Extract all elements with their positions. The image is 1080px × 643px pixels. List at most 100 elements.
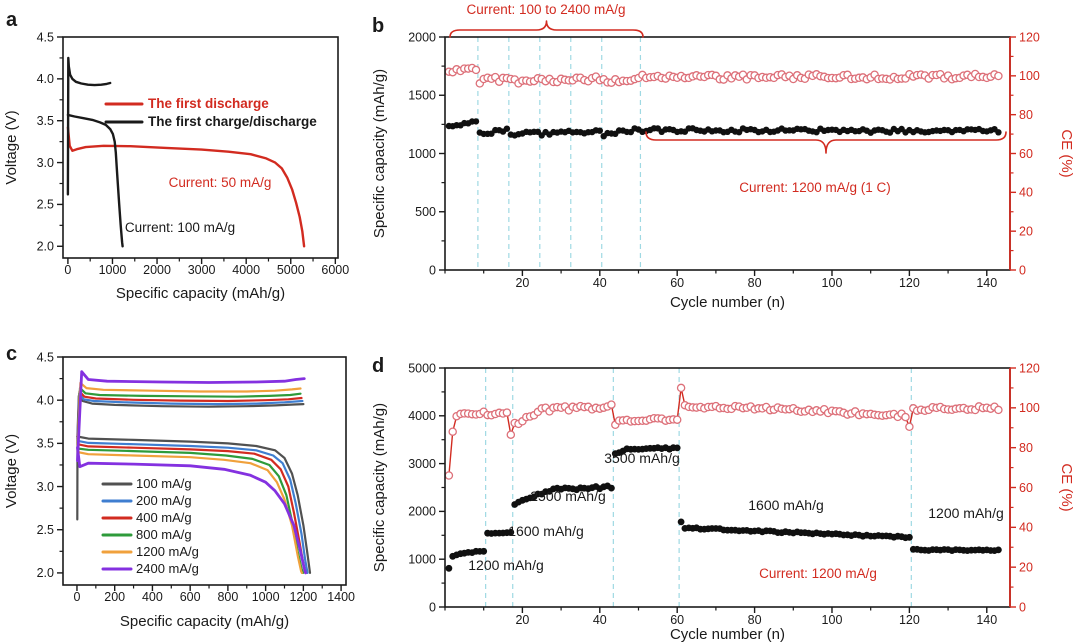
series-2400-ma-g-charge	[76, 370, 306, 462]
annotation: 3500 mAh/g	[604, 450, 680, 466]
annotation: Current: 50 mA/g	[169, 175, 272, 190]
curve	[76, 387, 302, 449]
legend: The first discharge The first charge/disc…	[104, 96, 317, 129]
x-axis-title: Specific capacity (mAh/g)	[116, 285, 285, 302]
y-tick-label: 5000	[408, 361, 436, 375]
curve	[66, 56, 112, 196]
y2-tick-label: 0	[1019, 600, 1026, 614]
curve	[76, 446, 307, 575]
legend-label: 400 mA/g	[136, 510, 192, 525]
series-400-ma-g-charge	[76, 390, 303, 445]
y-tick-label: 3000	[408, 457, 436, 471]
y-tick-label: 4.5	[37, 350, 54, 364]
data-point	[448, 427, 457, 436]
y2-axis-title: CE (%)	[1058, 129, 1075, 177]
legend-label: The first discharge	[148, 96, 269, 111]
legend-label: 2400 mA/g	[136, 561, 199, 576]
data-point	[471, 65, 481, 75]
x-tick-label: 1000	[252, 590, 280, 604]
connect-line	[448, 387, 999, 476]
y-tick-label: 3.0	[37, 156, 54, 170]
curve	[76, 381, 302, 454]
panel-letter: d	[372, 355, 384, 377]
y-tick-label: 3.0	[37, 480, 54, 494]
x-tick-label: 4000	[232, 263, 260, 277]
y2-tick-label: 80	[1019, 108, 1033, 122]
legend-label: 200 mA/g	[136, 493, 192, 508]
panel-letter: b	[372, 15, 384, 37]
y2-tick-label: 100	[1019, 401, 1040, 415]
panel-b-rate-cycling-chart: 20 40 60 80 100 120 140 Cycle number (n) 0 500 100…	[360, 0, 1080, 325]
y-axis-title: Specific capacity (mAh/g)	[371, 403, 388, 572]
panel-b-svg: 20 40 60 80 100 120 140 Cycle number (n) 0 500 100…	[371, 2, 1075, 311]
series-specific-capacity	[445, 118, 1002, 140]
legend-label: The first charge/discharge	[148, 114, 317, 129]
data-point	[994, 71, 1003, 81]
y-tick-label: 2.5	[37, 523, 54, 537]
y2-tick-label: 40	[1019, 186, 1033, 200]
x-tick-label: 120	[899, 613, 920, 627]
panel-a-svg: 0 1000 2000 3000 4000 5000 6000 Specific capaci…	[3, 9, 349, 302]
y2-tick-label: 40	[1019, 521, 1033, 535]
curve	[76, 450, 303, 574]
y-axis-title: Specific capacity (mAh/g)	[371, 69, 388, 238]
x-axis-title: Specific capacity (mAh/g)	[120, 613, 289, 630]
annotation: Current: 100 to 2400 mA/g	[466, 2, 625, 17]
series-1200-ma-g-discharge	[76, 450, 303, 574]
data-point	[608, 484, 615, 492]
y2-axis-title: CE (%)	[1058, 463, 1075, 511]
curly-brace	[645, 131, 1007, 154]
curve	[76, 390, 303, 445]
annotation: Current: 1200 mA/g	[759, 566, 877, 581]
x-tick-label: 60	[670, 276, 684, 290]
y2-tick-label: 60	[1019, 481, 1033, 495]
y2-tick-label: 20	[1019, 560, 1033, 574]
annotation: 1600 mAh/g	[748, 497, 824, 513]
panel-a-voltage-capacity-chart: 0 1000 2000 3000 4000 5000 6000 Specific capaci…	[0, 0, 360, 325]
x-tick-label: 400	[142, 590, 163, 604]
curve	[66, 126, 306, 248]
y-axis-title: Voltage (V)	[3, 110, 20, 184]
y2-tick-label: 120	[1019, 361, 1040, 375]
y2-tick-label: 60	[1019, 147, 1033, 161]
y-tick-label: 2.0	[37, 240, 54, 254]
y-tick-label: 2000	[408, 505, 436, 519]
x-tick-label: 800	[217, 590, 238, 604]
x-tick-label: 6000	[321, 263, 349, 277]
series-coulombic-efficiency	[444, 63, 1003, 88]
plot-frame	[62, 36, 339, 259]
series-200-ma-g-discharge	[76, 439, 309, 574]
y-tick-label: 2.5	[37, 198, 54, 212]
y-tick-label: 2000	[408, 30, 436, 44]
data-point	[905, 422, 914, 432]
panel-d-capacity-limited-cycling-chart: 20 40 60 80 100 120 140 Cycle number (n) 0 1000 20…	[360, 320, 1080, 643]
series-the-first-discharge	[66, 126, 306, 248]
y-tick-label: 4.0	[37, 393, 54, 407]
x-tick-label: 60	[670, 613, 684, 627]
legend: 100 mA/g 200 mA/g 400 mA/g 800 mA/g 1200 mA/…	[101, 476, 199, 576]
x-tick-label: 3000	[188, 263, 216, 277]
plot-frame	[62, 356, 347, 586]
series-coulombic-efficiency	[444, 383, 1003, 480]
panel-c-svg: 0 200 400 600 800 1000 1200 1400 Specific capaci…	[3, 343, 355, 630]
legend-label: 1200 mA/g	[136, 544, 199, 559]
x-tick-label: 20	[515, 276, 529, 290]
annotation: Current: 100 mA/g	[125, 220, 235, 235]
y2-tick-label: 80	[1019, 441, 1033, 455]
x-tick-label: 40	[593, 613, 607, 627]
x-tick-label: 80	[748, 613, 762, 627]
series-1200-ma-g-charge	[76, 381, 302, 454]
y-tick-label: 3.5	[37, 437, 54, 451]
x-tick-label: 140	[976, 276, 997, 290]
curve	[76, 439, 309, 574]
data-point	[901, 412, 910, 422]
y-tick-label: 1500	[408, 89, 436, 103]
x-tick-label: 0	[73, 590, 80, 604]
data-point	[502, 408, 512, 417]
panel-letter: a	[6, 9, 18, 31]
data-point	[445, 564, 453, 572]
legend-label: 800 mA/g	[136, 527, 192, 542]
x-tick-label: 200	[104, 590, 125, 604]
